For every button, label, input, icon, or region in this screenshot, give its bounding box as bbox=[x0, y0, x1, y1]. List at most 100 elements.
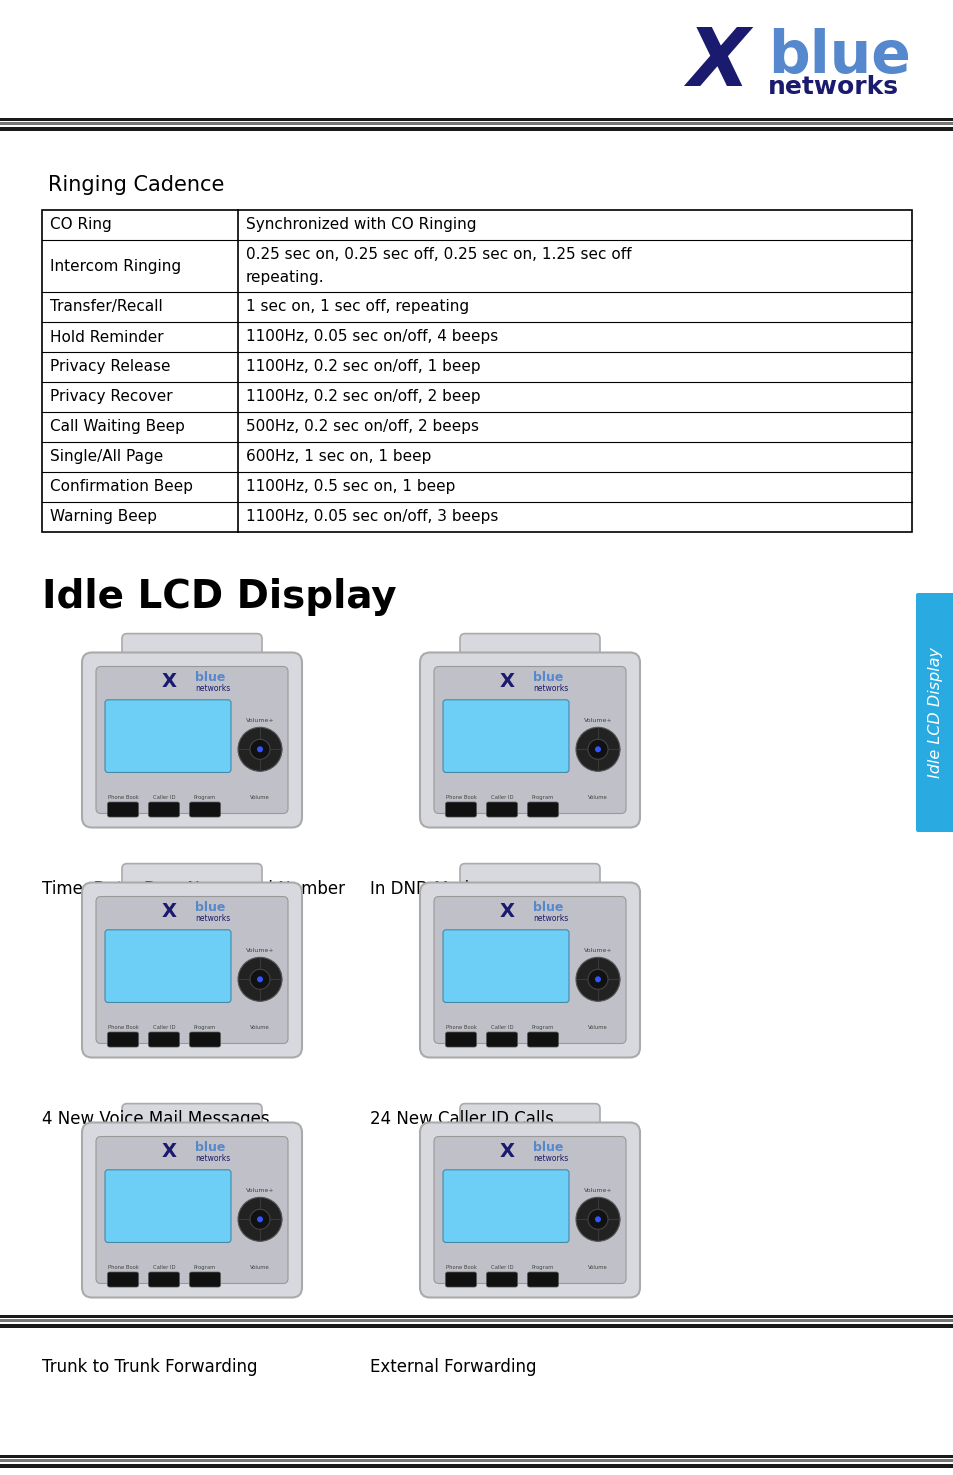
Circle shape bbox=[576, 1198, 619, 1242]
Text: Caller ID: Caller ID bbox=[490, 1266, 513, 1270]
Text: 1100Hz, 0.2 sec on/off, 1 beep: 1100Hz, 0.2 sec on/off, 1 beep bbox=[246, 360, 480, 375]
Text: Volume+: Volume+ bbox=[583, 718, 612, 723]
Text: Transfer/Recall: Transfer/Recall bbox=[50, 299, 163, 314]
Text: networks: networks bbox=[533, 1153, 568, 1162]
Text: Program: Program bbox=[193, 1266, 216, 1270]
FancyBboxPatch shape bbox=[96, 667, 288, 814]
Text: Program: Program bbox=[193, 1025, 216, 1030]
Bar bbox=[42, 209, 911, 532]
Text: networks: networks bbox=[194, 913, 230, 922]
Text: blue: blue bbox=[767, 28, 910, 86]
Bar bbox=[0, 122, 953, 125]
Text: X: X bbox=[499, 901, 514, 920]
FancyBboxPatch shape bbox=[486, 802, 517, 817]
Text: Caller ID: Caller ID bbox=[152, 1266, 175, 1270]
FancyBboxPatch shape bbox=[445, 1032, 476, 1047]
FancyBboxPatch shape bbox=[82, 1122, 302, 1298]
FancyBboxPatch shape bbox=[122, 1103, 262, 1142]
FancyBboxPatch shape bbox=[105, 1170, 231, 1242]
Text: Volume+: Volume+ bbox=[583, 1189, 612, 1193]
Text: Single/All Page: Single/All Page bbox=[50, 450, 163, 465]
Bar bbox=[0, 118, 953, 121]
Circle shape bbox=[250, 969, 270, 990]
Bar bbox=[0, 127, 953, 131]
Text: In DND Mode: In DND Mode bbox=[370, 881, 478, 898]
Text: X: X bbox=[161, 1142, 176, 1161]
FancyBboxPatch shape bbox=[459, 634, 599, 671]
Text: Confirmation Beep: Confirmation Beep bbox=[50, 479, 193, 494]
Text: Volume+: Volume+ bbox=[246, 1189, 274, 1193]
Bar bbox=[0, 1465, 953, 1468]
Text: 600Hz, 1 sec on, 1 beep: 600Hz, 1 sec on, 1 beep bbox=[246, 450, 431, 465]
FancyBboxPatch shape bbox=[527, 1032, 558, 1047]
Text: Idle LCD Display: Idle LCD Display bbox=[927, 648, 943, 777]
Text: Volume+: Volume+ bbox=[583, 948, 612, 953]
Text: Volume: Volume bbox=[250, 1025, 270, 1030]
FancyBboxPatch shape bbox=[149, 1032, 179, 1047]
Text: Caller ID: Caller ID bbox=[152, 795, 175, 799]
Text: Phone Book: Phone Book bbox=[445, 1025, 476, 1030]
FancyBboxPatch shape bbox=[108, 802, 138, 817]
Circle shape bbox=[237, 727, 282, 771]
Text: Phone Book: Phone Book bbox=[445, 795, 476, 799]
Circle shape bbox=[256, 976, 263, 982]
Text: 1 sec on, 1 sec off, repeating: 1 sec on, 1 sec off, repeating bbox=[246, 299, 469, 314]
FancyBboxPatch shape bbox=[486, 1271, 517, 1288]
Circle shape bbox=[250, 739, 270, 760]
Text: Volume: Volume bbox=[587, 1266, 607, 1270]
Text: Phone Book: Phone Book bbox=[108, 795, 138, 799]
Text: 24 New Caller ID Calls: 24 New Caller ID Calls bbox=[370, 1111, 554, 1128]
FancyBboxPatch shape bbox=[96, 1137, 288, 1283]
Circle shape bbox=[595, 746, 600, 752]
Circle shape bbox=[250, 1210, 270, 1229]
Text: Privacy Recover: Privacy Recover bbox=[50, 389, 172, 404]
Text: 1100Hz, 0.05 sec on/off, 4 beeps: 1100Hz, 0.05 sec on/off, 4 beeps bbox=[246, 329, 497, 345]
Bar bbox=[0, 1454, 953, 1457]
Text: Ringing Cadence: Ringing Cadence bbox=[48, 176, 224, 195]
Text: Phone Book: Phone Book bbox=[108, 1266, 138, 1270]
Text: CO Ring: CO Ring bbox=[50, 217, 112, 233]
FancyBboxPatch shape bbox=[190, 1032, 220, 1047]
Text: Volume+: Volume+ bbox=[246, 948, 274, 953]
FancyBboxPatch shape bbox=[459, 863, 599, 901]
FancyBboxPatch shape bbox=[445, 1271, 476, 1288]
FancyBboxPatch shape bbox=[419, 652, 639, 827]
Bar bbox=[0, 1316, 953, 1319]
Circle shape bbox=[576, 957, 619, 1002]
Circle shape bbox=[587, 739, 607, 760]
Text: 1100Hz, 0.05 sec on/off, 3 beeps: 1100Hz, 0.05 sec on/off, 3 beeps bbox=[246, 509, 497, 525]
Bar bbox=[0, 1325, 953, 1328]
Text: Intercom Ringing: Intercom Ringing bbox=[50, 258, 181, 273]
Text: Warning Beep: Warning Beep bbox=[50, 509, 157, 525]
Bar bbox=[0, 1459, 953, 1462]
FancyBboxPatch shape bbox=[108, 1032, 138, 1047]
Text: Caller ID: Caller ID bbox=[152, 1025, 175, 1030]
Text: Caller ID: Caller ID bbox=[490, 795, 513, 799]
Text: blue: blue bbox=[194, 901, 225, 913]
FancyBboxPatch shape bbox=[149, 802, 179, 817]
FancyBboxPatch shape bbox=[915, 593, 953, 832]
Text: networks: networks bbox=[194, 1153, 230, 1162]
FancyBboxPatch shape bbox=[190, 802, 220, 817]
FancyBboxPatch shape bbox=[442, 1170, 568, 1242]
Text: Idle LCD Display: Idle LCD Display bbox=[42, 578, 396, 617]
FancyBboxPatch shape bbox=[108, 1271, 138, 1288]
Text: Time, Date, Day, Name and Number: Time, Date, Day, Name and Number bbox=[42, 881, 345, 898]
Text: Trunk to Trunk Forwarding: Trunk to Trunk Forwarding bbox=[42, 1358, 257, 1376]
Text: 1100Hz, 0.5 sec on, 1 beep: 1100Hz, 0.5 sec on, 1 beep bbox=[246, 479, 455, 494]
Text: X: X bbox=[499, 671, 514, 690]
FancyBboxPatch shape bbox=[149, 1271, 179, 1288]
Text: Volume+: Volume+ bbox=[246, 718, 274, 723]
Text: blue: blue bbox=[194, 1140, 225, 1153]
FancyBboxPatch shape bbox=[434, 1137, 625, 1283]
FancyBboxPatch shape bbox=[122, 863, 262, 901]
FancyBboxPatch shape bbox=[96, 897, 288, 1043]
FancyBboxPatch shape bbox=[419, 882, 639, 1058]
Text: networks: networks bbox=[533, 683, 568, 693]
Text: networks: networks bbox=[533, 913, 568, 922]
Text: blue: blue bbox=[533, 901, 563, 913]
FancyBboxPatch shape bbox=[434, 667, 625, 814]
FancyBboxPatch shape bbox=[419, 1122, 639, 1298]
Text: Call Waiting Beep: Call Waiting Beep bbox=[50, 419, 185, 435]
Text: Synchronized with CO Ringing: Synchronized with CO Ringing bbox=[246, 217, 476, 233]
